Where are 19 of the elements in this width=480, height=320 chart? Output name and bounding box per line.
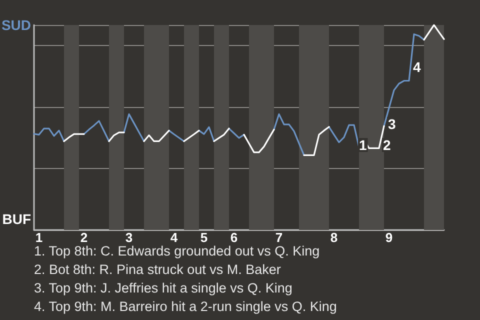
x-tick-label: 9 [385, 230, 393, 245]
text: BUF [2, 211, 32, 227]
x-tick-label: 7 [275, 230, 283, 245]
text: SUD [1, 17, 31, 33]
annotation: 2 [383, 137, 391, 153]
x-tick-label: 2 [80, 230, 88, 245]
annotation: 1 [359, 137, 367, 153]
x-tick-label: 5 [200, 230, 208, 245]
annotation: 4 [413, 59, 421, 75]
annotation: 3 [388, 116, 396, 132]
text: 3. Top 9th: J. Jeffries hit a single vs Q. King [34, 280, 292, 296]
x-tick-label: 1 [35, 230, 43, 245]
text: 1. Top 8th: C. Edwards grounded out vs Q. King [34, 244, 320, 258]
x-tick-label: 6 [230, 230, 238, 245]
x-tick-label: 8 [330, 230, 338, 245]
text: 2. Bot 8th: R. Pina struck out vs M. Baker [34, 262, 282, 277]
x-tick-label: 3 [125, 230, 133, 245]
text: 4. Top 9th: M. Barreiro hit a 2-run single vs Q. King [34, 299, 337, 314]
x-tick-label: 4 [170, 230, 178, 245]
